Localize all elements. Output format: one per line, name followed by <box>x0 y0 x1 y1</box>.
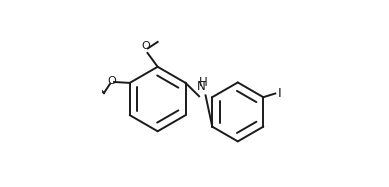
Text: O: O <box>141 42 150 51</box>
Text: H: H <box>199 76 208 89</box>
Text: I: I <box>277 87 281 100</box>
Text: N: N <box>196 80 205 93</box>
Text: O: O <box>108 76 117 86</box>
